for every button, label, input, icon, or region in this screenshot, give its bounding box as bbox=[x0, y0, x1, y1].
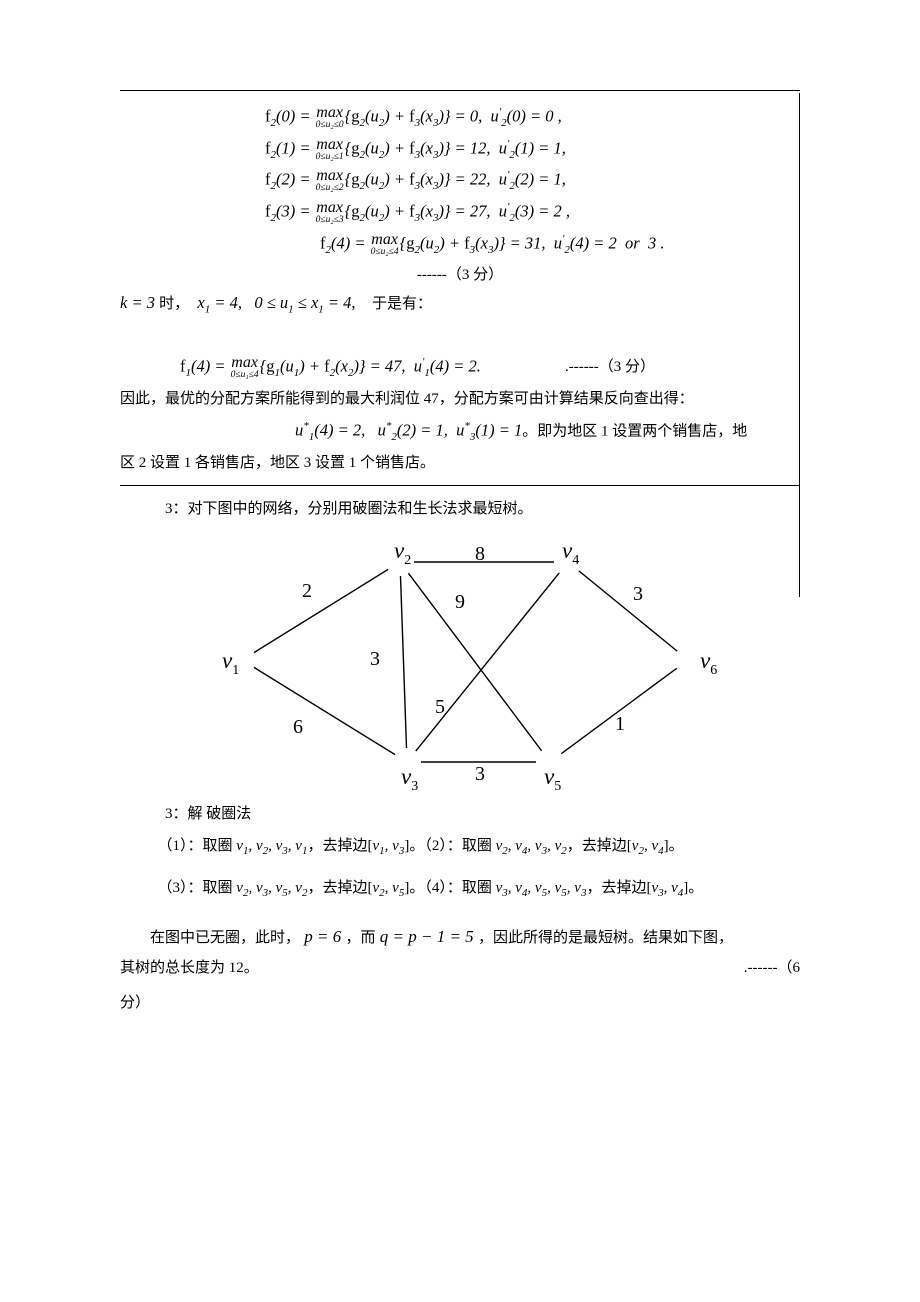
eq-f2-0: f2(0) = max0≤u₂≤0{g2(u2) + f3(x3)} = 0, … bbox=[120, 105, 800, 131]
svg-text:6: 6 bbox=[293, 716, 303, 738]
cond-f2-3: 0≤u₂≤3 bbox=[316, 216, 344, 226]
eq-f2-2: f2(2) = max0≤u₂≤2{g2(u2) + f3(x3)} = 22,… bbox=[120, 168, 800, 194]
eq-ustar: u*1(4) = 2, u*2(2) = 1, u*3(1) = 1。即为地区 … bbox=[120, 419, 800, 445]
step3-mid: ，去掉边 bbox=[307, 880, 367, 896]
svg-text:v6: v6 bbox=[700, 648, 717, 678]
svg-text:5: 5 bbox=[435, 696, 445, 718]
svg-text:v3: v3 bbox=[401, 764, 418, 790]
svg-text:9: 9 bbox=[455, 591, 465, 613]
question-3: 3：对下图中的网络，分别用破圈法和生长法求最短树。 bbox=[120, 496, 800, 522]
page: f2(0) = max0≤u₂≤0{g2(u2) + f3(x3)} = 0, … bbox=[0, 0, 920, 1302]
right-border bbox=[799, 93, 800, 597]
eq-f2-1: f2(1) = max0≤u₂≤1{g2(u2) + f3(x3)} = 12,… bbox=[120, 137, 800, 163]
svg-text:8: 8 bbox=[475, 543, 485, 565]
step2-pre: 。（2）：取圈 bbox=[409, 838, 495, 854]
svg-text:v5: v5 bbox=[544, 764, 561, 790]
step4-mid: ，去掉边 bbox=[586, 880, 646, 896]
para-conclusion-2: 区 2 设置 1 各销售店，地区 3 设置 1 个销售店。 bbox=[120, 450, 800, 476]
svg-text:v1: v1 bbox=[222, 648, 239, 678]
fen-line: 分） bbox=[120, 990, 800, 1016]
svg-text:2: 2 bbox=[302, 580, 312, 602]
top-rule bbox=[120, 90, 800, 91]
spacer bbox=[120, 323, 800, 349]
solution-head: 3：解 破圈法 bbox=[120, 801, 800, 827]
final1a: 在图中已无圈，此时， bbox=[150, 930, 300, 946]
step1-pre: （1）：取圈 bbox=[158, 838, 237, 854]
step4-pre: 。（4）：取圈 bbox=[409, 880, 495, 896]
svg-text:3: 3 bbox=[633, 583, 643, 605]
steps-line-1: （1）：取圈 v1, v2, v3, v1，去掉边[v1, v3]。（2）：取圈… bbox=[120, 833, 800, 861]
step1-mid: ，去掉边 bbox=[307, 838, 367, 854]
step2-mid: ，去掉边 bbox=[567, 838, 627, 854]
eq-f1-4: f1(4) = max0≤u₁≤4{g1(u1) + f2(x2)} = 47,… bbox=[120, 355, 800, 381]
eq-f2-3: f2(3) = max0≤u₂≤3{g2(u2) + f3(x3)} = 27,… bbox=[120, 200, 800, 226]
svg-text:3: 3 bbox=[475, 763, 485, 785]
cond-f2-0: 0≤u₂≤0 bbox=[316, 121, 344, 131]
step4-end: 。 bbox=[688, 880, 703, 896]
svg-text:v2: v2 bbox=[394, 538, 411, 568]
score-6: .------（6 bbox=[744, 955, 800, 981]
network-graph: 2 6 3 8 9 5 3 3 1 v1 v2 v3 v4 v5 v6 bbox=[120, 530, 800, 795]
score-3a: ------（3 分） bbox=[120, 263, 800, 285]
cond-f2-1: 0≤u₂≤1 bbox=[316, 153, 344, 163]
final1c: ，因此所得的是最短树。结果如下图， bbox=[478, 930, 733, 946]
cond-f1-4: 0≤u₁≤4 bbox=[231, 371, 259, 381]
ustar-tail: 。即为地区 1 设置两个销售店，地 bbox=[522, 423, 747, 439]
graph-svg: 2 6 3 8 9 5 3 3 1 v1 v2 v3 v4 v5 v6 bbox=[180, 530, 740, 790]
score-3b: .------（3 分） bbox=[565, 359, 655, 375]
cond-f2-2: 0≤u₂≤2 bbox=[316, 184, 344, 194]
mid-rule bbox=[120, 485, 800, 486]
step3-pre: （3）：取圈 bbox=[158, 880, 237, 896]
svg-text:1: 1 bbox=[615, 713, 625, 735]
eq-k3: k = 3 时， x1 = 4, 0 ≤ u1 ≤ x1 = 4, 于是有： bbox=[120, 292, 800, 317]
final-line-1: 在图中已无圈，此时， p = 6 ，而 q = p − 1 = 5 ，因此所得的… bbox=[120, 922, 800, 952]
cond-f2-4: 0≤u₂≤4 bbox=[371, 248, 399, 258]
final2-text: 其树的总长度为 12。 bbox=[120, 960, 259, 976]
final-line-2: 其树的总长度为 12。 .------（6 bbox=[120, 955, 800, 981]
final1b: ，而 bbox=[346, 930, 376, 946]
eq-f2-4: f2(4) = max0≤u₂≤4{g2(u2) + f3(x3)} = 31,… bbox=[120, 232, 800, 258]
para-conclusion-1: 因此，最优的分配方案所能得到的最大利润位 47，分配方案可由计算结果反向查出得： bbox=[120, 386, 800, 412]
steps-line-2: （3）：取圈 v2, v3, v5, v2，去掉边[v2, v5]。（4）：取圈… bbox=[120, 875, 800, 903]
svg-text:3: 3 bbox=[370, 648, 380, 670]
step2-end: 。 bbox=[669, 838, 684, 854]
svg-text:v4: v4 bbox=[562, 538, 579, 568]
